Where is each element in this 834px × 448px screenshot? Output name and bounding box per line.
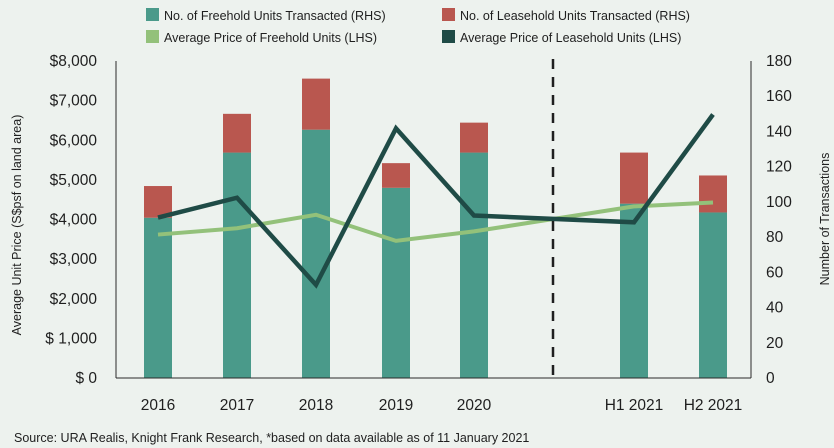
legend-swatch-bar — [442, 8, 455, 21]
right-tick-label: 20 — [766, 335, 784, 352]
legend-swatch-bar — [146, 8, 159, 21]
freehold-price-line — [157, 200, 714, 243]
right-tick-label: 120 — [766, 159, 792, 176]
legend-swatch-line — [146, 30, 159, 43]
right-tick-label: 60 — [766, 264, 784, 281]
left-tick-label: $ 1,000 — [45, 330, 97, 347]
lines-layer — [157, 113, 715, 289]
freehold-units-bar — [699, 212, 727, 378]
legend-label: No. of Freehold Units Transacted (RHS) — [164, 9, 386, 23]
legend: No. of Freehold Units Transacted (RHS) No… — [146, 8, 690, 45]
right-axis-title: Number of Transactions — [818, 153, 832, 286]
leasehold-units-bar — [620, 152, 648, 204]
leasehold-price-line — [157, 113, 715, 289]
left-tick-label: $3,000 — [50, 251, 98, 268]
legend-label: No. of Leasehold Units Transacted (RHS) — [460, 9, 690, 23]
category-label: 2016 — [141, 397, 175, 414]
category-label: 2020 — [457, 397, 492, 414]
leasehold-units-bar — [302, 78, 330, 130]
category-label: 2017 — [220, 397, 254, 414]
legend-label: Average Price of Leasehold Units (LHS) — [460, 31, 681, 45]
bars-layer — [144, 78, 727, 378]
category-label: 2018 — [299, 397, 333, 414]
leasehold-units-bar — [699, 175, 727, 213]
right-tick-label: 160 — [766, 88, 792, 105]
axes-layer: $ 0 $ 1,000 $2,000 $3,000 $4,000 $5,000 $6,000… — [45, 53, 792, 414]
left-tick-label: $8,000 — [50, 53, 98, 70]
right-tick-label: 0 — [766, 370, 775, 387]
right-tick-label: 40 — [766, 300, 784, 317]
freehold-units-bar — [460, 152, 488, 378]
freehold-units-bar — [223, 152, 251, 378]
legend-swatch-line — [442, 30, 455, 43]
right-tick-label: 180 — [766, 53, 792, 70]
right-tick-label: 80 — [766, 229, 784, 246]
left-tick-label: $5,000 — [50, 172, 98, 189]
legend-label: Average Price of Freehold Units (LHS) — [164, 31, 377, 45]
left-tick-label: $ 0 — [75, 370, 97, 387]
category-label: H2 2021 — [684, 397, 743, 414]
leasehold-units-bar — [382, 163, 410, 188]
right-tick-label: 100 — [766, 194, 792, 211]
leasehold-units-bar — [223, 113, 251, 153]
freehold-units-bar — [144, 217, 172, 378]
category-label: H1 2021 — [605, 397, 664, 414]
left-tick-label: $4,000 — [50, 212, 98, 229]
left-tick-label: $2,000 — [50, 291, 98, 308]
leasehold-units-bar — [144, 186, 172, 218]
right-tick-label: 140 — [766, 123, 792, 140]
freehold-units-bar — [382, 187, 410, 378]
leasehold-units-bar — [460, 122, 488, 153]
left-tick-label: $7,000 — [50, 93, 98, 110]
category-label: 2019 — [379, 397, 413, 414]
source-note: Source: URA Realis, Knight Frank Researc… — [14, 431, 529, 445]
left-axis-title: Average Unit Price (S$psf on land area) — [10, 115, 24, 336]
freehold-units-bar — [620, 203, 648, 378]
left-tick-label: $6,000 — [50, 132, 98, 149]
freehold-units-bar — [302, 129, 330, 378]
